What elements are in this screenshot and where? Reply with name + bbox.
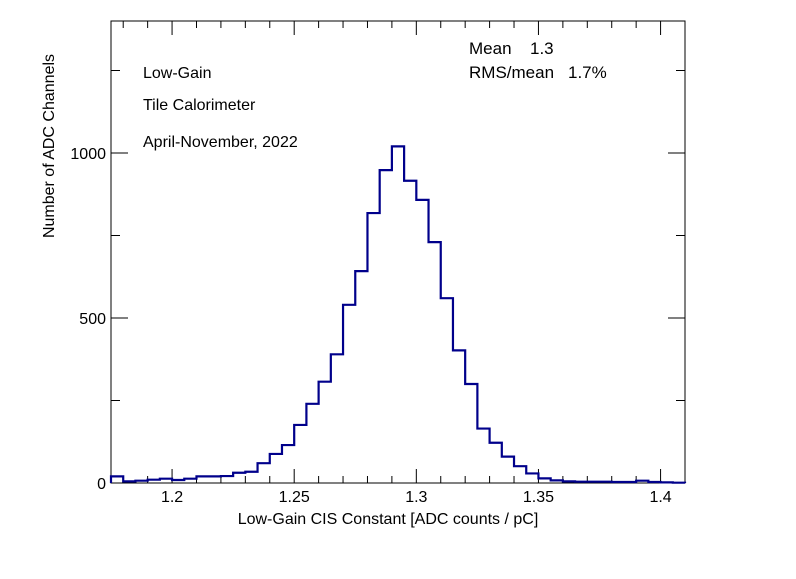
histogram-bin	[465, 384, 477, 483]
histogram-bin	[514, 466, 526, 483]
histogram-bin	[453, 350, 465, 483]
histogram-bin	[441, 298, 453, 483]
histogram-bin	[209, 476, 221, 483]
histogram-bin	[270, 454, 282, 483]
histogram-bin	[160, 479, 172, 483]
histogram-bin	[135, 481, 147, 483]
stats-mean-label: Mean	[469, 39, 512, 58]
x-tick-label: 1.3	[405, 489, 427, 506]
histogram-bin	[404, 181, 416, 483]
histogram-bin	[331, 354, 343, 483]
annotation-period: April-November, 2022	[143, 134, 298, 151]
histogram-bin	[575, 482, 587, 483]
histogram-bin	[477, 429, 489, 483]
histogram-bin	[429, 242, 441, 483]
histogram-bin	[624, 482, 636, 483]
histogram-bin	[551, 480, 563, 483]
histogram-bin	[648, 482, 660, 483]
histogram-bin	[233, 473, 245, 483]
y-axis-label: Number of ADC Channels	[41, 54, 58, 238]
histogram-bins	[111, 146, 685, 483]
stats-rms-value: 1.7%	[568, 63, 607, 82]
histogram-bin	[490, 443, 502, 483]
histogram-bin	[355, 271, 367, 483]
histogram-bin	[600, 482, 612, 483]
histogram-bin	[196, 476, 208, 483]
histogram-bin	[661, 482, 673, 483]
histogram-bin	[416, 200, 428, 483]
stats-mean-value: 1.3	[530, 39, 554, 58]
histogram-bin	[612, 482, 624, 483]
histogram-bin	[538, 478, 550, 483]
x-tick-label: 1.4	[649, 489, 671, 506]
x-tick-label: 1.35	[523, 489, 554, 506]
histogram-bin	[380, 170, 392, 483]
histogram-bin	[343, 305, 355, 483]
histogram-bin	[563, 481, 575, 483]
histogram-bin	[111, 476, 123, 483]
histogram-bin	[123, 481, 135, 483]
y-tick-label: 0	[97, 476, 106, 493]
x-tick-label: 1.2	[161, 489, 183, 506]
histogram-bin	[367, 213, 379, 483]
histogram-bin	[502, 457, 514, 483]
annotation-gain: Low-Gain	[143, 65, 211, 82]
histogram-bin	[282, 445, 294, 483]
histogram-bin	[172, 480, 184, 483]
histogram-bin	[148, 480, 160, 483]
histogram-bin	[587, 482, 599, 483]
histogram-bin	[245, 472, 257, 483]
x-axis-label: Low-Gain CIS Constant [ADC counts / pC]	[238, 511, 539, 528]
annotation-detector: Tile Calorimeter	[143, 97, 256, 114]
histogram-bin	[306, 404, 318, 483]
histogram-bin	[392, 146, 404, 483]
x-tick-label: 1.25	[279, 489, 310, 506]
histogram-bin	[258, 463, 270, 483]
histogram-bin	[221, 476, 233, 483]
histogram-bin	[319, 382, 331, 483]
histogram-bin	[636, 481, 648, 483]
histogram-bin	[526, 473, 538, 483]
y-tick-label: 1000	[70, 146, 106, 163]
histogram-bin	[294, 425, 306, 483]
y-tick-label: 500	[79, 311, 106, 328]
stats-rms-label: RMS/mean	[469, 63, 554, 82]
histogram-bin	[184, 479, 196, 483]
